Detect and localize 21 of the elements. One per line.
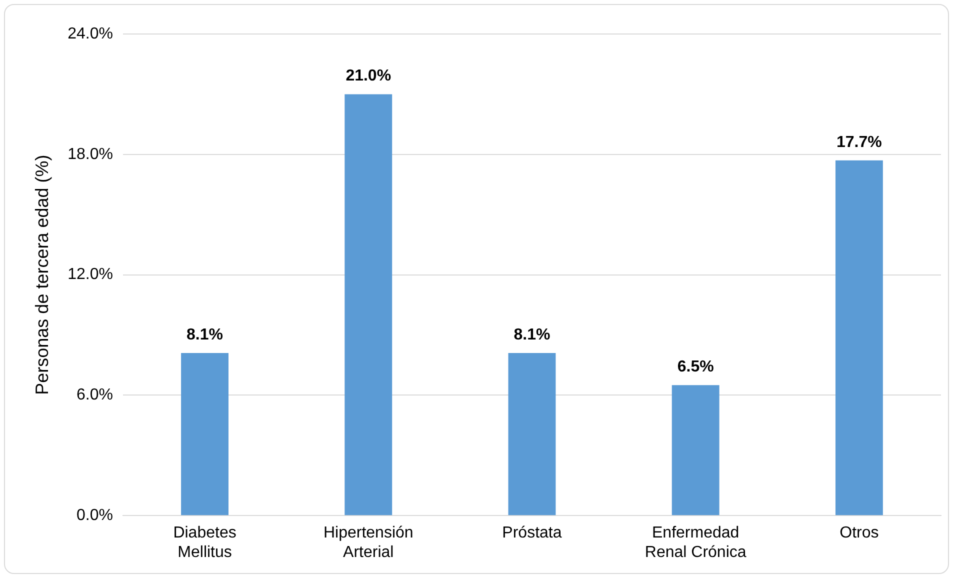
bar [344, 94, 392, 516]
x-tick-label: Otros [840, 524, 879, 542]
y-tick-label: 6.0% [76, 386, 113, 404]
bar [672, 385, 720, 516]
data-label: 21.0% [346, 68, 392, 85]
y-tick-label: 24.0% [68, 25, 113, 42]
bar [181, 353, 228, 516]
y-tick-label: 0.0% [76, 507, 113, 524]
data-label: 8.1% [514, 326, 550, 344]
bar [508, 353, 556, 516]
x-tick-label: Próstata [502, 524, 562, 542]
data-label: 17.7% [836, 134, 882, 151]
y-axis-title: Personas de tercera edad (%) [32, 154, 52, 395]
x-tick-label: Hipertensión Arterial [323, 524, 414, 561]
y-tick-label: 12.0% [68, 266, 113, 284]
data-label: 8.1% [186, 326, 224, 344]
x-tick-label: Diabetes Mellitus [173, 524, 236, 561]
bar [835, 160, 883, 516]
x-tick-label: Enfermedad Renal Crónica [644, 524, 746, 561]
y-tick-label: 18.0% [68, 146, 113, 163]
data-label: 6.5% [677, 358, 714, 376]
